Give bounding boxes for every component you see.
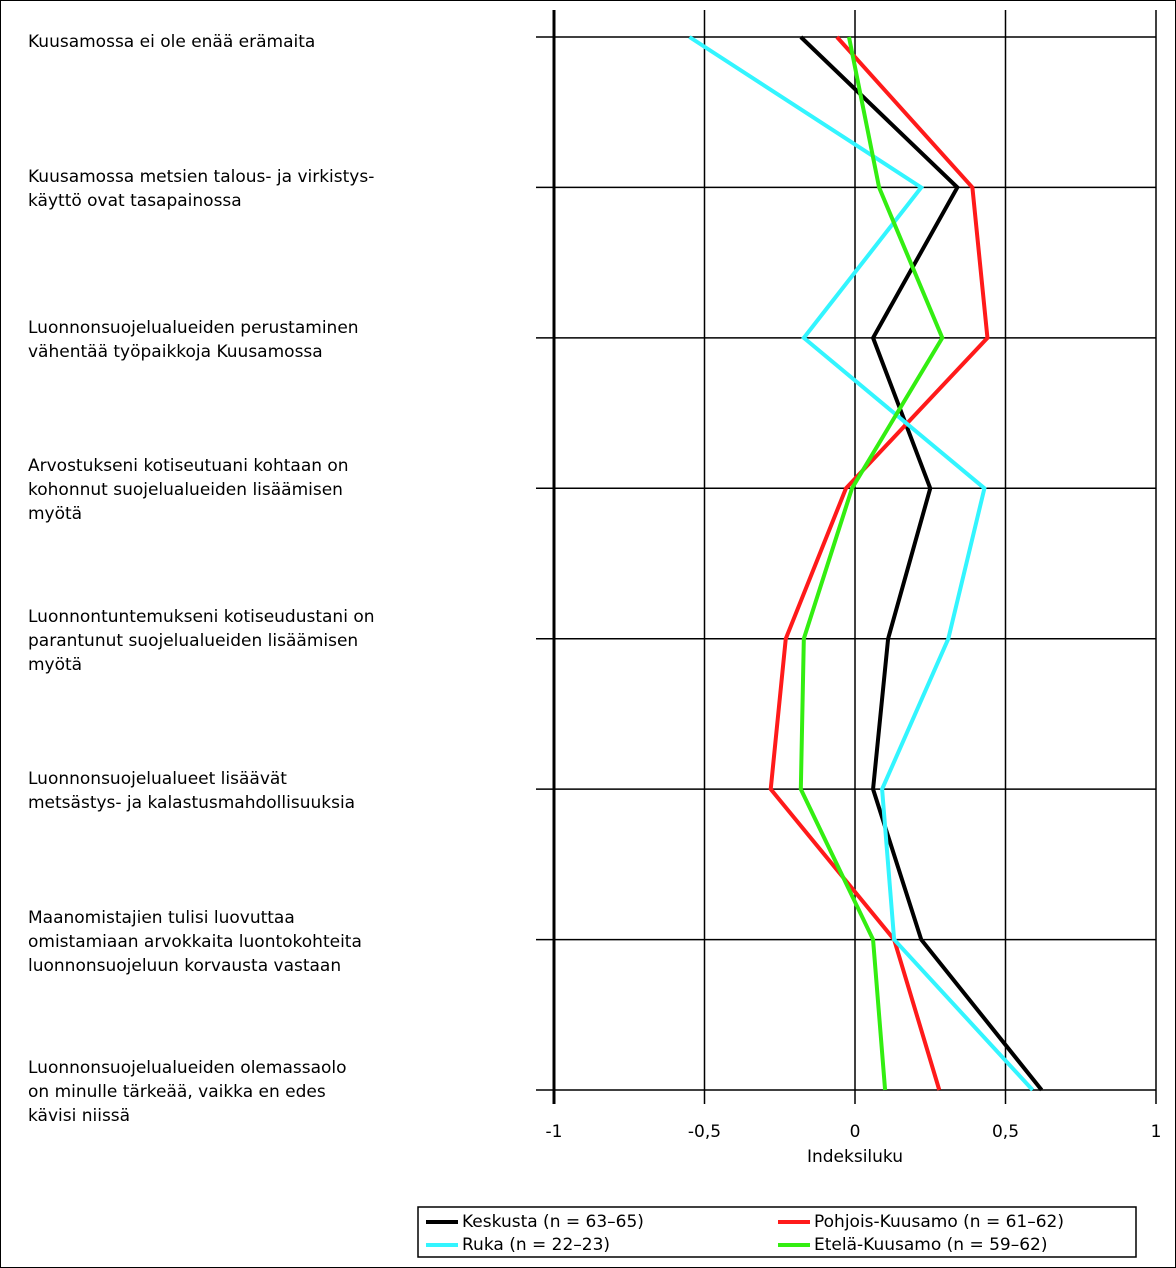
category-label: Kuusamossa metsien talous- ja virkistys-… xyxy=(28,167,375,212)
category-label: Maanomistajien tulisi luovuttaa omistami… xyxy=(28,907,362,976)
x-tick-label: -1 xyxy=(546,1122,563,1142)
x-tick-label: 0 xyxy=(850,1122,861,1142)
x-tick-label: 1 xyxy=(1151,1122,1162,1142)
legend-label: Pohjois-Kuusamo (n = 61–62) xyxy=(814,1212,1064,1232)
series-line xyxy=(798,36,945,1091)
legend-box xyxy=(417,1206,1137,1258)
category-label: Luonnonsuojelualueiden perustaminen vähe… xyxy=(28,317,359,362)
category-label: Luonnontuntemukseni kotiseudustani on pa… xyxy=(28,606,375,675)
legend-label: Keskusta (n = 63–65) xyxy=(462,1212,644,1232)
x-axis-label: Indeksiluku xyxy=(807,1147,903,1167)
series-line xyxy=(768,35,990,1091)
x-tick-label: 0,5 xyxy=(992,1122,1019,1142)
category-label: Luonnonsuojelualueet lisäävät metsästys-… xyxy=(28,769,356,814)
series-line xyxy=(799,35,1044,1092)
category-label: Luonnonsuojelualueiden olemassaolo on mi… xyxy=(28,1058,347,1126)
series-line xyxy=(688,35,1035,1092)
category-label: Kuusamossa ei ole enää erämaita xyxy=(28,32,316,52)
legend-label: Etelä-Kuusamo (n = 59–62) xyxy=(814,1235,1047,1255)
category-label: Arvostukseni kotiseutuani kohtaan on koh… xyxy=(28,456,349,525)
legend-label: Ruka (n = 22–23) xyxy=(462,1235,610,1255)
x-tick-label: -0,5 xyxy=(688,1122,721,1142)
